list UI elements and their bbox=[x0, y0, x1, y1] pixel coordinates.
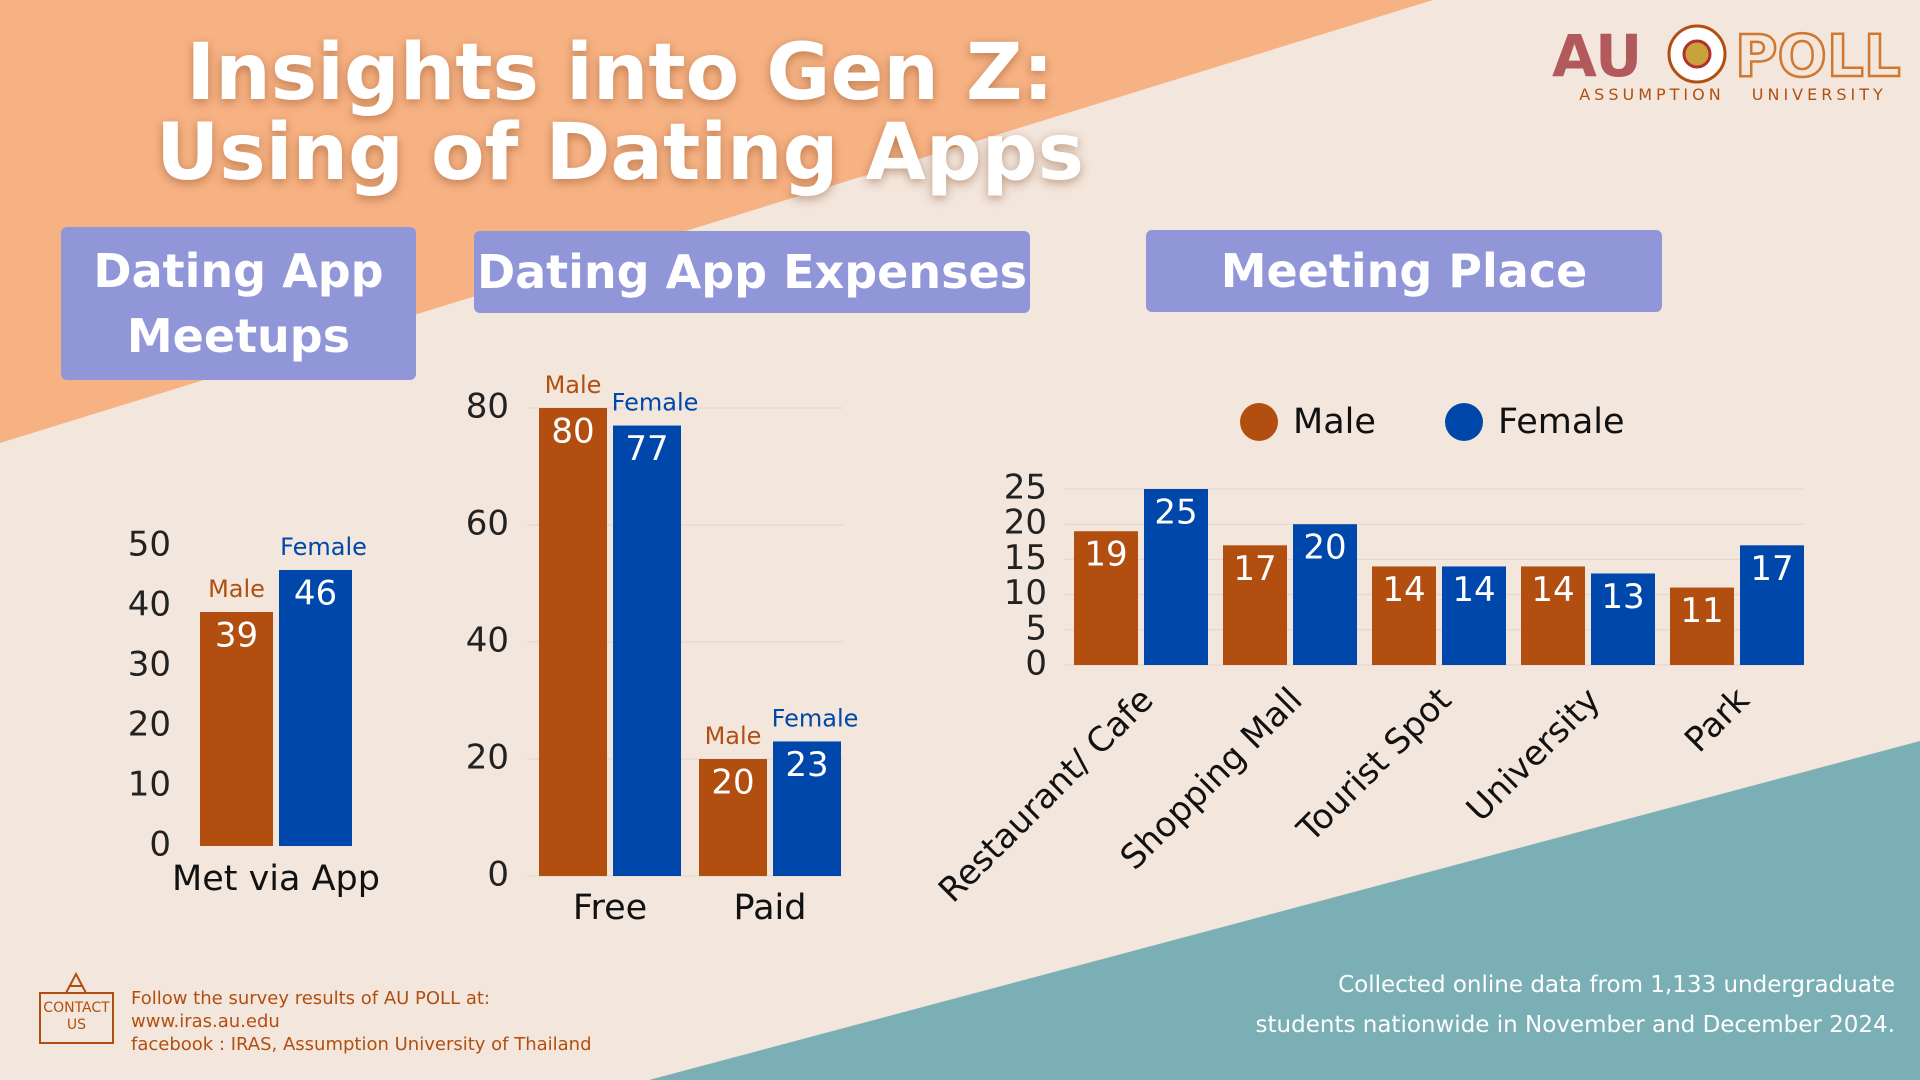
y-tick-label: 20 bbox=[128, 705, 171, 745]
legend-marker bbox=[1445, 403, 1483, 441]
bar bbox=[539, 408, 607, 876]
series-label: Male bbox=[705, 722, 762, 750]
x-tick-label: Tourist Spot bbox=[1289, 680, 1459, 850]
value-label: 19 bbox=[1084, 535, 1127, 575]
value-label: 17 bbox=[1750, 549, 1793, 589]
bar bbox=[279, 570, 352, 846]
y-tick-label: 10 bbox=[128, 765, 171, 805]
contact-label: CONTACT US bbox=[43, 1000, 110, 1033]
y-tick-label: 30 bbox=[128, 645, 171, 685]
title: Insights into Gen Z: bbox=[186, 28, 1054, 118]
series-label: Male bbox=[545, 371, 602, 399]
value-label: 46 bbox=[294, 574, 337, 614]
x-tick-label: Restaurant/ Cafe bbox=[931, 680, 1161, 910]
series-label: Female bbox=[772, 704, 859, 732]
value-label: 11 bbox=[1680, 591, 1723, 631]
bar bbox=[1293, 524, 1357, 665]
bar bbox=[699, 759, 767, 876]
logo-poll: POLL bbox=[1735, 22, 1901, 90]
y-tick-label: 0 bbox=[1025, 644, 1047, 684]
legend-label: Female bbox=[1498, 402, 1625, 442]
y-tick-label: 50 bbox=[128, 525, 171, 565]
contact-icon bbox=[39, 992, 114, 1044]
bar bbox=[1521, 566, 1585, 665]
value-label: 23 bbox=[785, 745, 828, 785]
y-tick-label: 20 bbox=[1004, 503, 1047, 543]
value-label: 14 bbox=[1531, 570, 1574, 610]
logo-emblem bbox=[1682, 39, 1712, 69]
legend-marker bbox=[1240, 403, 1278, 441]
follow-text: facebook : IRAS, Assumption University o… bbox=[131, 1034, 592, 1055]
x-tick-label: Park bbox=[1677, 680, 1757, 760]
y-tick-label: 0 bbox=[487, 855, 509, 895]
value-label: 20 bbox=[1303, 528, 1346, 568]
logo-subtitle: ASSUMPTION UNIVERSITY bbox=[1579, 85, 1887, 104]
logo-au: AU bbox=[1552, 22, 1642, 90]
bar bbox=[773, 741, 841, 876]
bar bbox=[1372, 566, 1436, 665]
series-label: Male bbox=[208, 575, 265, 603]
y-tick-label: 15 bbox=[1004, 538, 1047, 578]
bar bbox=[1074, 531, 1138, 665]
note: Collected online data from 1,133 undergr… bbox=[1338, 972, 1895, 998]
value-label: 13 bbox=[1601, 577, 1644, 617]
series-label: Female bbox=[612, 389, 699, 417]
value-label: 80 bbox=[551, 412, 594, 452]
y-tick-label: 25 bbox=[1004, 468, 1047, 508]
bar bbox=[613, 425, 681, 876]
y-tick-label: 0 bbox=[149, 825, 171, 865]
value-label: 20 bbox=[711, 763, 754, 803]
contact-icon bbox=[65, 971, 87, 994]
chart-title: Meeting Place bbox=[1146, 230, 1662, 312]
bar bbox=[200, 612, 273, 846]
legend-label: Male bbox=[1293, 402, 1376, 442]
y-tick-label: 5 bbox=[1025, 608, 1047, 648]
y-tick-label: 40 bbox=[466, 621, 509, 661]
chart-title: Dating App Expenses bbox=[474, 231, 1030, 313]
bar bbox=[1740, 545, 1804, 665]
chart-title: Dating App Meetups bbox=[61, 227, 416, 380]
note: students nationwide in November and Dece… bbox=[1255, 1012, 1895, 1038]
bar bbox=[1144, 489, 1208, 665]
series-label: Female bbox=[280, 533, 367, 561]
x-tick-label: Met via App bbox=[172, 859, 380, 899]
value-label: 14 bbox=[1452, 570, 1495, 610]
value-label: 39 bbox=[215, 616, 258, 656]
bg-teal bbox=[649, 741, 1920, 1080]
bar bbox=[1442, 566, 1506, 665]
y-tick-label: 40 bbox=[128, 585, 171, 625]
y-tick-label: 60 bbox=[466, 504, 509, 544]
x-tick-label: University bbox=[1459, 680, 1609, 830]
x-tick-label: Paid bbox=[734, 888, 807, 928]
follow-text: Follow the survey results of AU POLL at: bbox=[131, 988, 490, 1009]
value-label: 14 bbox=[1382, 570, 1425, 610]
follow-text: www.iras.au.edu bbox=[131, 1011, 280, 1032]
x-tick-label: Free bbox=[573, 888, 647, 928]
value-label: 17 bbox=[1233, 549, 1276, 589]
bar bbox=[1223, 545, 1287, 665]
bar bbox=[1591, 573, 1655, 665]
value-label: 25 bbox=[1154, 493, 1197, 533]
bar bbox=[1670, 587, 1734, 665]
value-label: 77 bbox=[625, 429, 668, 469]
title: Using of Dating Apps bbox=[155, 108, 1085, 198]
y-tick-label: 20 bbox=[466, 738, 509, 778]
y-tick-label: 80 bbox=[466, 387, 509, 427]
y-tick-label: 10 bbox=[1004, 573, 1047, 613]
